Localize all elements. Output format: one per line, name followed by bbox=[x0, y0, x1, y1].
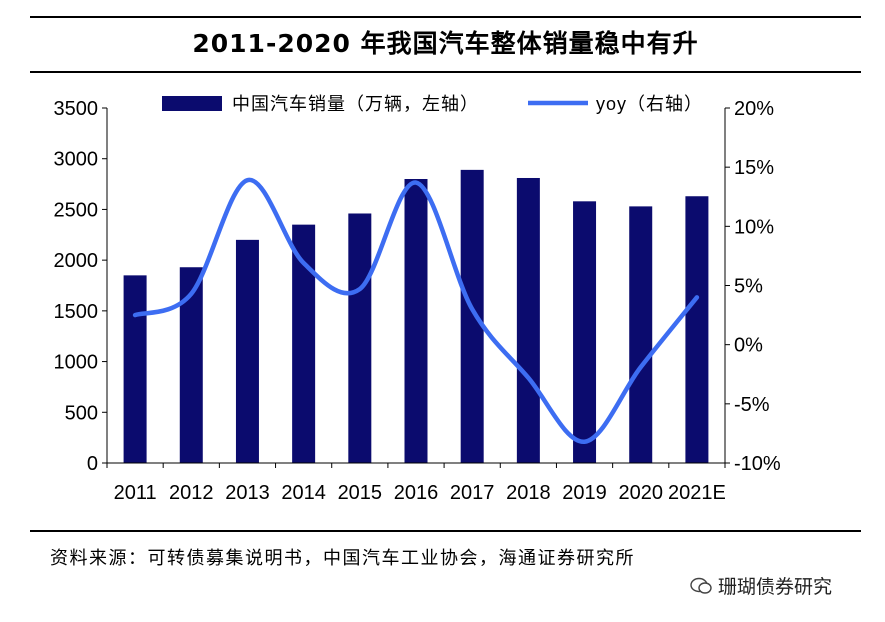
bar-2017 bbox=[460, 169, 484, 463]
legend-swatch-bar bbox=[162, 96, 222, 111]
x-tick-label: 2017 bbox=[450, 482, 495, 504]
yoy-point-2012 bbox=[190, 292, 193, 295]
x-tick-label: 2011 bbox=[114, 482, 157, 504]
right-tick-label: 0% bbox=[734, 335, 763, 357]
right-tick-label: 15% bbox=[734, 157, 774, 179]
bar-2014 bbox=[292, 224, 316, 463]
right-tick-label: -10% bbox=[734, 453, 781, 475]
title-underline bbox=[30, 71, 861, 73]
bar-2012 bbox=[179, 267, 203, 463]
bar-2016 bbox=[404, 179, 428, 463]
yoy-point-2019 bbox=[583, 440, 586, 443]
yoy-point-2017 bbox=[471, 308, 474, 311]
legend: 中国汽车销量（万辆，左轴） yoy（右轴） bbox=[162, 94, 703, 114]
legend-label-line: yoy（右轴） bbox=[596, 94, 703, 114]
legend-label-bar: 中国汽车销量（万辆，左轴） bbox=[232, 94, 479, 114]
bar-2020 bbox=[629, 206, 653, 463]
chart-title: 2011-2020 年我国汽车整体销量稳中有升 bbox=[192, 29, 699, 58]
top-rule bbox=[30, 16, 861, 18]
left-tick-label: 1000 bbox=[54, 352, 99, 374]
left-tick-label: 0 bbox=[87, 453, 98, 475]
sales-chart: 0 500 1000 1500 2000 2500 3000 3500 -10% -5% 0% 5% 1… bbox=[54, 94, 781, 504]
x-tick-label: 2020 bbox=[618, 482, 663, 504]
right-tick-label: -5% bbox=[734, 394, 770, 416]
x-tick-label: 2019 bbox=[562, 482, 607, 504]
bar-2019 bbox=[573, 201, 597, 464]
x-tick-label: 2012 bbox=[169, 482, 214, 504]
yoy-point-2015 bbox=[358, 288, 361, 291]
yoy-point-2018 bbox=[527, 376, 530, 379]
bar-2018 bbox=[516, 177, 540, 463]
yoy-line bbox=[132, 177, 700, 444]
left-tick-label: 3000 bbox=[54, 149, 99, 171]
x-tick-label: 2015 bbox=[338, 482, 383, 504]
left-tick-label: 2500 bbox=[54, 199, 99, 221]
source-note: 资料来源：可转债募集说明书，中国汽车工业协会，海通证券研究所 bbox=[50, 548, 635, 569]
yoy-point-2021E bbox=[695, 296, 698, 299]
yoy-point-2013 bbox=[246, 179, 249, 182]
x-tick-label: 2021E bbox=[668, 482, 726, 504]
bar-series bbox=[123, 169, 709, 464]
left-tick-label: 3500 bbox=[54, 98, 99, 120]
bar-2015 bbox=[348, 213, 372, 463]
watermark: 珊瑚债券研究 bbox=[690, 572, 832, 599]
x-tick-label: 2016 bbox=[394, 482, 439, 504]
x-tick-label: 2013 bbox=[225, 482, 270, 504]
yoy-line-series bbox=[132, 177, 700, 444]
x-tick-label: 2018 bbox=[506, 482, 551, 504]
bar-2011 bbox=[123, 275, 147, 463]
x-tick-label: 2014 bbox=[281, 482, 326, 504]
wechat-icon bbox=[690, 577, 712, 594]
bar-2021E bbox=[685, 196, 709, 463]
left-tick-label: 500 bbox=[65, 402, 98, 424]
right-tick-label: 20% bbox=[734, 98, 774, 120]
left-tick-label: 1500 bbox=[54, 301, 99, 323]
yoy-point-2011 bbox=[134, 314, 137, 317]
yoy-point-2020 bbox=[639, 366, 642, 369]
yoy-point-2016 bbox=[415, 181, 418, 184]
right-tick-label: 5% bbox=[734, 276, 763, 298]
right-tick-label: 10% bbox=[734, 216, 774, 238]
bar-2013 bbox=[235, 239, 259, 463]
bottom-rule bbox=[30, 530, 861, 532]
yoy-point-2014 bbox=[302, 262, 305, 265]
left-tick-label: 2000 bbox=[54, 250, 99, 272]
watermark-text: 珊瑚债券研究 bbox=[718, 576, 833, 598]
axes: 0 500 1000 1500 2000 2500 3000 3500 -10% -5% 0% 5% 1… bbox=[54, 98, 781, 504]
